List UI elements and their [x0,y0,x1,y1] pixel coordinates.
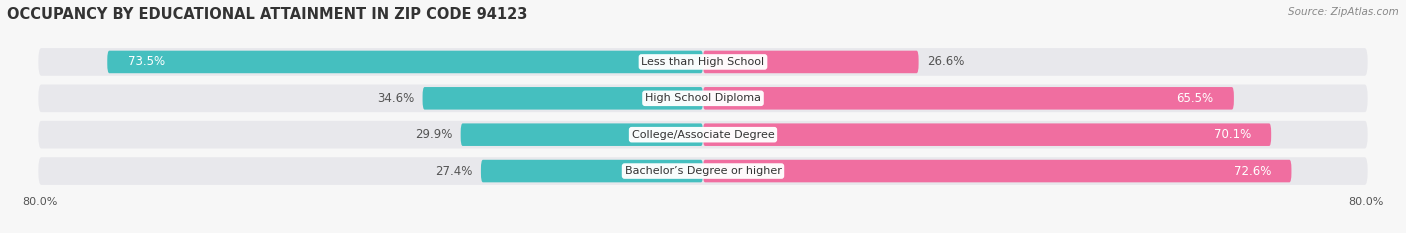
Text: 72.6%: 72.6% [1234,164,1271,178]
FancyBboxPatch shape [461,123,703,146]
FancyBboxPatch shape [107,51,703,73]
Text: 65.5%: 65.5% [1177,92,1213,105]
FancyBboxPatch shape [38,157,1368,185]
FancyBboxPatch shape [703,160,1292,182]
Text: Less than High School: Less than High School [641,57,765,67]
Text: 70.1%: 70.1% [1213,128,1251,141]
FancyBboxPatch shape [38,85,1368,112]
FancyBboxPatch shape [703,123,1271,146]
Text: 26.6%: 26.6% [927,55,965,69]
Text: 73.5%: 73.5% [128,55,165,69]
Text: Source: ZipAtlas.com: Source: ZipAtlas.com [1288,7,1399,17]
Text: OCCUPANCY BY EDUCATIONAL ATTAINMENT IN ZIP CODE 94123: OCCUPANCY BY EDUCATIONAL ATTAINMENT IN Z… [7,7,527,22]
Text: 29.9%: 29.9% [415,128,453,141]
FancyBboxPatch shape [38,48,1368,76]
Text: Bachelor’s Degree or higher: Bachelor’s Degree or higher [624,166,782,176]
FancyBboxPatch shape [703,87,1234,110]
Text: High School Diploma: High School Diploma [645,93,761,103]
FancyBboxPatch shape [703,51,918,73]
FancyBboxPatch shape [481,160,703,182]
Text: 80.0%: 80.0% [1348,196,1384,206]
Text: College/Associate Degree: College/Associate Degree [631,130,775,140]
Text: 27.4%: 27.4% [436,164,472,178]
FancyBboxPatch shape [423,87,703,110]
FancyBboxPatch shape [38,121,1368,148]
Text: 80.0%: 80.0% [22,196,58,206]
Text: 34.6%: 34.6% [377,92,415,105]
